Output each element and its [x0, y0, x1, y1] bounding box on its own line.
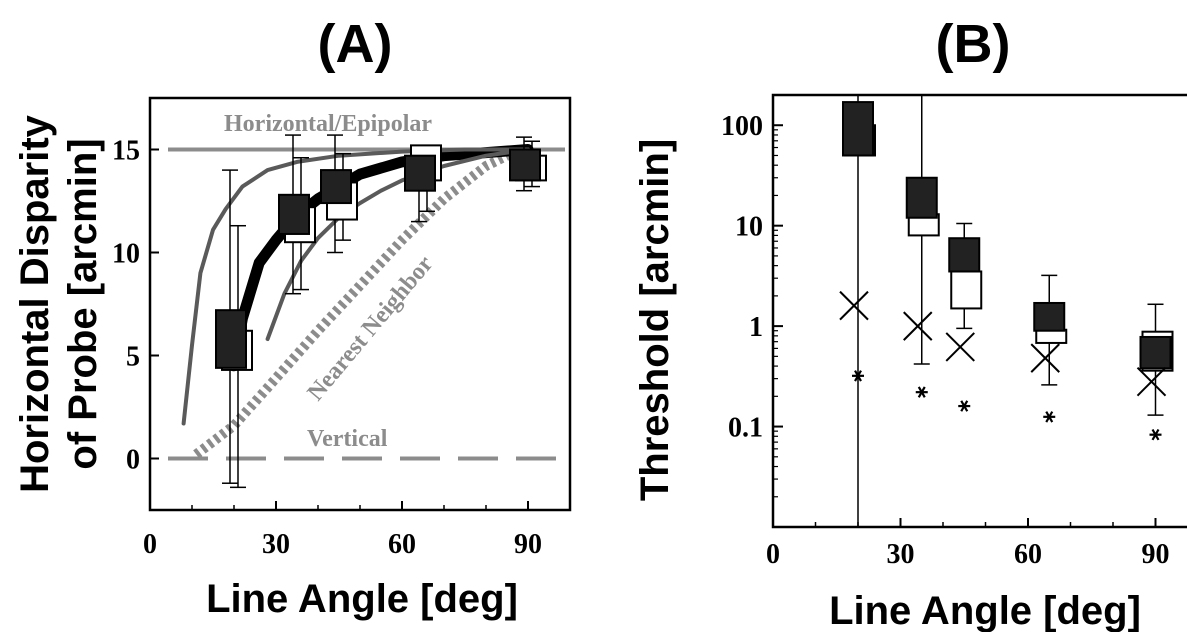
panel-b-markers [839, 290, 1167, 441]
open-box [950, 270, 983, 310]
panel-b-ylabel: Threshold [arcmin] [633, 139, 677, 501]
panel-a-chart: (A) 0 30 60 90 0 5 10 15 Horizontal/Epipolar Ve… [13, 14, 572, 621]
vertical-label: Vertical [307, 426, 388, 452]
panel-a-ytick-label: 5 [126, 342, 140, 373]
x-marker [903, 311, 933, 341]
panel-b-ytick-label: 0.1 [728, 413, 763, 444]
x-marker [839, 290, 869, 321]
x-marker [1030, 343, 1060, 373]
filled-box [320, 169, 352, 205]
series-curve-3 [265, 147, 530, 341]
star-marker [917, 386, 926, 398]
series-curve-0 [193, 145, 522, 459]
star-marker [854, 370, 862, 382]
panel-a-ticks: 0 30 60 90 0 5 10 15 [112, 136, 542, 561]
panel-a-xlabel: Line Angle [deg] [206, 577, 518, 621]
filled-box [1139, 335, 1172, 370]
panel-a-xtick-label: 60 [388, 529, 416, 560]
filled-box [404, 154, 436, 192]
open-box [1035, 328, 1068, 344]
x-marker [945, 332, 975, 362]
panel-b-xtick-label: 60 [1014, 539, 1042, 570]
panel-a-ytick-label: 10 [112, 239, 140, 270]
filled-box [905, 176, 938, 219]
star-marker [1045, 411, 1054, 423]
panel-b-chart: (B) 0 30 60 90 0.1 1 10 100 Line Angle [deg] Th… [633, 14, 1187, 632]
x-marker [1136, 366, 1167, 397]
star-marker [1151, 428, 1160, 441]
panel-a-xtick-label: 90 [514, 529, 542, 560]
panel-b-ytick-label: 100 [721, 111, 763, 142]
panel-a-xtick-label: 0 [143, 529, 157, 560]
filled-box [1033, 301, 1066, 332]
panel-a-reference-lines [168, 147, 565, 461]
panel-b-plot-frame [771, 93, 1187, 529]
panel-a-boxes [215, 134, 547, 489]
panel-b-ytick-label: 10 [735, 212, 763, 243]
star-marker [960, 400, 969, 412]
panel-b-xtick-label: 90 [1142, 539, 1170, 570]
panel-b-xlabel: Line Angle [deg] [829, 589, 1141, 632]
horizontal-epipolar-label: Horizontal/Epipolar [224, 111, 432, 137]
panel-b-ytick-label: 1 [749, 312, 763, 343]
panel-b-xtick-label: 0 [766, 539, 780, 570]
filled-box [215, 309, 247, 369]
panel-a-xtick-label: 30 [262, 529, 290, 560]
panel-b-letter: (B) [936, 14, 1011, 74]
panel-b-ticks: 0 30 60 90 0.1 1 10 100 [721, 94, 1170, 570]
panel-b-boxes [842, 94, 1174, 528]
filled-box [842, 101, 874, 157]
panel-a-letter: (A) [318, 14, 393, 74]
panel-b-xtick-label: 30 [887, 539, 915, 570]
filled-box [948, 237, 981, 273]
panel-a-ytick-label: 0 [126, 445, 140, 476]
panel-a-ylabel-line2: of Probe [arcmin] [61, 138, 105, 469]
filled-box [509, 148, 541, 182]
panel-a-ylabel-line1: Horizontal Disparity [13, 114, 57, 493]
panel-a-ytick-label: 15 [112, 136, 140, 167]
filled-box [278, 193, 310, 235]
